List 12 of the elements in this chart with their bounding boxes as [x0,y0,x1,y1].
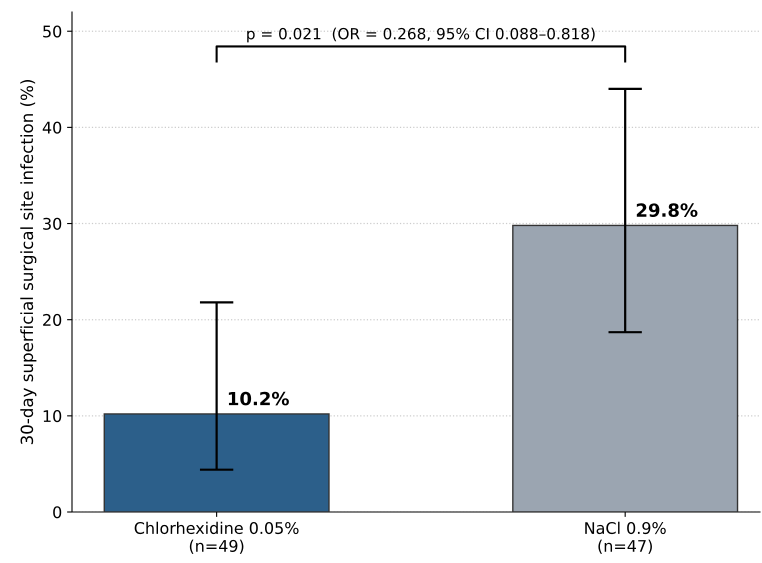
y-tick-label: 0 [53,506,62,518]
x-tick-label: Chlorhexidine 0.05% (n=49) [134,522,299,554]
x-tick-label: NaCl 0.9% (n=47) [585,522,666,554]
y-tick-label: 30 [43,218,62,230]
y-tick-label: 50 [43,25,62,38]
data-label: 10.2% [228,392,289,406]
y-tick-label: 20 [43,314,62,326]
annotation: p = 0.021 (OR = 0.268, 95% CI 0.088–0.818) [247,28,595,42]
data-label: 29.8% [636,203,698,217]
y-axis-title: 30-day superficial surgical site infection (%) [20,80,36,444]
y-tick-label: 40 [42,122,62,134]
y-tick-label: 10 [44,410,62,422]
